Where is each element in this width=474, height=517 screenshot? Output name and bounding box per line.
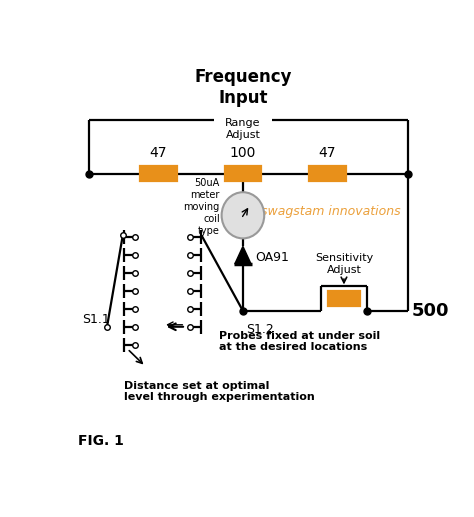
Circle shape [222, 192, 264, 238]
FancyBboxPatch shape [140, 166, 177, 181]
Text: 50uA
meter
moving
coil
type: 50uA meter moving coil type [183, 178, 220, 236]
Text: Range
Adjust: Range Adjust [225, 118, 261, 140]
Text: Sensitivity
Adjust: Sensitivity Adjust [315, 253, 373, 275]
Text: S1.1: S1.1 [82, 313, 110, 326]
Text: 500: 500 [412, 302, 449, 320]
Text: Distance set at optimal
level through experimentation: Distance set at optimal level through ex… [124, 381, 314, 402]
Text: 47: 47 [319, 146, 336, 160]
FancyBboxPatch shape [328, 292, 360, 306]
FancyBboxPatch shape [309, 166, 346, 181]
Text: 47: 47 [150, 146, 167, 160]
Text: Frequency
Input: Frequency Input [194, 68, 292, 107]
Text: swagstam innovations: swagstam innovations [261, 205, 400, 218]
Text: FIG. 1: FIG. 1 [78, 434, 124, 448]
Text: 100: 100 [230, 146, 256, 160]
FancyBboxPatch shape [225, 166, 261, 181]
Text: Probes fixed at under soil
at the desired locations: Probes fixed at under soil at the desire… [219, 331, 380, 353]
Polygon shape [235, 247, 251, 264]
Text: S1.2: S1.2 [246, 323, 274, 336]
Text: OA91: OA91 [255, 251, 289, 264]
